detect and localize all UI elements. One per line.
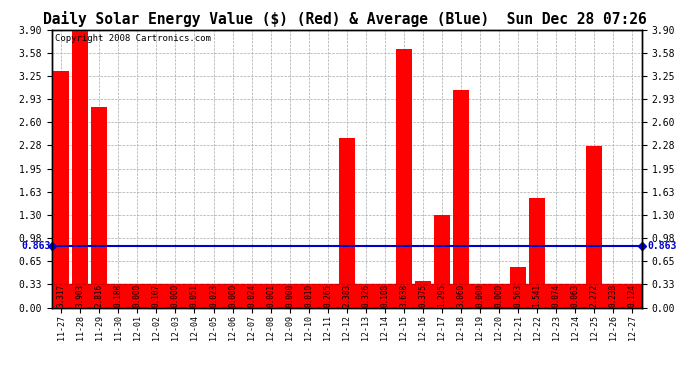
Text: 0.063: 0.063 bbox=[571, 284, 580, 308]
Bar bbox=[605, 291, 621, 308]
Text: 0.000: 0.000 bbox=[133, 284, 142, 308]
Text: 0.238: 0.238 bbox=[609, 284, 618, 308]
Bar bbox=[319, 289, 336, 308]
Text: 0.000: 0.000 bbox=[171, 284, 180, 308]
Text: 0.265: 0.265 bbox=[323, 284, 332, 308]
Text: 0.108: 0.108 bbox=[380, 284, 389, 308]
Bar bbox=[110, 294, 126, 307]
Bar bbox=[510, 267, 526, 308]
Text: 3.060: 3.060 bbox=[456, 284, 466, 308]
Text: 3.903: 3.903 bbox=[76, 284, 85, 308]
Bar bbox=[72, 30, 88, 308]
Bar bbox=[91, 107, 108, 308]
Text: 1.541: 1.541 bbox=[533, 284, 542, 308]
Text: 0.188: 0.188 bbox=[114, 284, 123, 308]
Text: 0.001: 0.001 bbox=[266, 284, 275, 308]
Bar bbox=[586, 146, 602, 308]
Text: 0.010: 0.010 bbox=[304, 284, 313, 308]
Text: 0.074: 0.074 bbox=[551, 284, 560, 308]
Text: 0.863: 0.863 bbox=[21, 241, 51, 251]
Bar bbox=[529, 198, 545, 308]
Text: 0.375: 0.375 bbox=[418, 284, 427, 308]
Text: 2.816: 2.816 bbox=[95, 284, 103, 308]
Bar bbox=[396, 49, 412, 308]
Bar bbox=[206, 306, 221, 308]
Bar bbox=[244, 306, 259, 308]
Text: 0.024: 0.024 bbox=[247, 284, 256, 308]
Text: 0.563: 0.563 bbox=[513, 284, 522, 308]
Text: 0.863: 0.863 bbox=[648, 241, 677, 251]
Text: 0.107: 0.107 bbox=[152, 284, 161, 308]
Text: 0.000: 0.000 bbox=[228, 284, 237, 308]
Text: 3.638: 3.638 bbox=[400, 284, 408, 308]
Text: 3.317: 3.317 bbox=[57, 284, 66, 308]
Text: 0.051: 0.051 bbox=[190, 284, 199, 308]
Text: 1.295: 1.295 bbox=[437, 284, 446, 308]
Bar bbox=[186, 304, 203, 307]
Bar bbox=[377, 300, 393, 307]
Bar bbox=[453, 90, 469, 308]
Bar bbox=[301, 307, 317, 308]
Bar bbox=[567, 303, 583, 307]
Bar bbox=[357, 284, 374, 308]
Bar bbox=[148, 300, 164, 307]
Text: 0.000: 0.000 bbox=[285, 284, 294, 308]
Text: 2.383: 2.383 bbox=[342, 284, 351, 308]
Bar bbox=[415, 281, 431, 308]
Text: Copyright 2008 Cartronics.com: Copyright 2008 Cartronics.com bbox=[55, 34, 210, 43]
Text: 2.272: 2.272 bbox=[590, 284, 599, 308]
Text: 0.000: 0.000 bbox=[475, 284, 484, 308]
Bar bbox=[339, 138, 355, 308]
Bar bbox=[53, 72, 70, 308]
Text: Daily Solar Energy Value ($) (Red) & Average (Blue)  Sun Dec 28 07:26: Daily Solar Energy Value ($) (Red) & Ave… bbox=[43, 11, 647, 27]
Bar bbox=[548, 302, 564, 307]
Text: 0.023: 0.023 bbox=[209, 284, 218, 308]
Bar bbox=[624, 298, 640, 307]
Bar bbox=[434, 215, 450, 308]
Text: 0.000: 0.000 bbox=[495, 284, 504, 308]
Text: 0.326: 0.326 bbox=[362, 284, 371, 308]
Bar bbox=[52, 284, 642, 308]
Text: 0.124: 0.124 bbox=[628, 284, 637, 308]
